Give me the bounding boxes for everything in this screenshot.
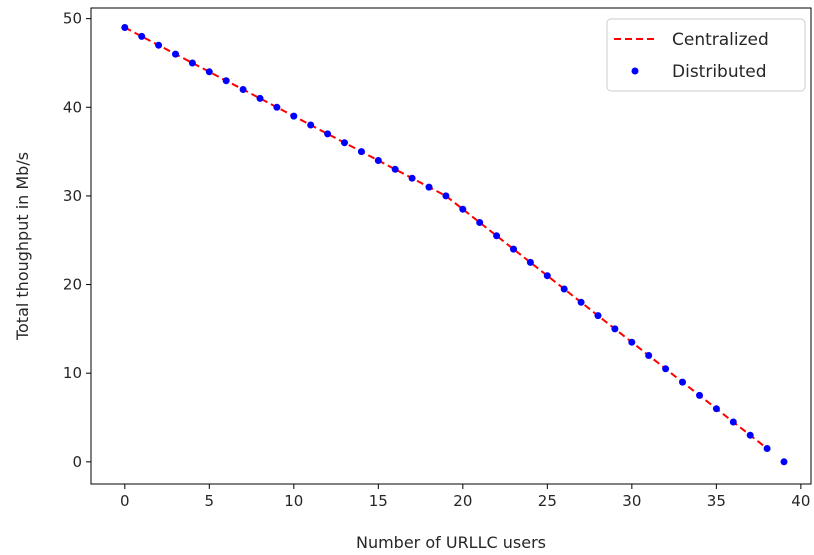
y-tick-label: 40 <box>63 98 82 116</box>
y-tick-label: 20 <box>63 276 82 294</box>
data-point-distributed <box>594 312 602 320</box>
data-point-distributed <box>577 298 585 306</box>
y-tick-label: 30 <box>63 187 82 205</box>
data-point-distributed <box>780 458 788 466</box>
legend-swatch-distributed <box>631 67 639 75</box>
legend: Centralized Distributed <box>606 18 806 92</box>
data-point-distributed <box>476 219 484 226</box>
data-point-distributed <box>526 258 534 266</box>
data-point-distributed <box>341 139 348 147</box>
x-tick-label: 0 <box>120 492 130 510</box>
data-point-distributed <box>442 192 450 200</box>
legend-box <box>606 18 806 92</box>
data-point-distributed <box>560 285 568 293</box>
data-point-distributed <box>696 391 703 399</box>
data-point-distributed <box>256 94 264 102</box>
data-point-distributed <box>746 431 754 439</box>
plot-frame <box>90 7 812 485</box>
legend-label-centralized: Centralized <box>672 30 769 50</box>
data-point-distributed <box>645 352 653 359</box>
legend-label-distributed: Distributed <box>672 62 767 82</box>
data-point-distributed <box>273 103 281 111</box>
data-point-distributed <box>239 86 247 93</box>
data-point-distributed <box>679 378 686 386</box>
data-point-distributed <box>138 32 146 40</box>
y-tick-label: 10 <box>63 364 82 382</box>
x-axis-label: Number of URLLC users <box>356 533 546 552</box>
x-tick-label: 20 <box>453 492 472 510</box>
x-axis-ticks: 0 5 10 15 20 25 30 35 40 <box>120 484 810 510</box>
data-point-distributed <box>290 112 298 120</box>
data-point-distributed <box>172 50 179 58</box>
data-point-distributed <box>205 68 213 76</box>
data-point-distributed <box>324 130 332 138</box>
x-tick-label: 10 <box>284 492 303 510</box>
data-point-distributed <box>391 165 399 173</box>
x-tick-label: 40 <box>791 492 810 510</box>
data-point-distributed <box>307 121 315 129</box>
y-tick-label: 50 <box>63 10 82 28</box>
plot-content <box>121 24 788 466</box>
data-point-distributed <box>662 365 670 373</box>
data-point-distributed <box>121 24 129 31</box>
data-point-distributed <box>628 338 636 346</box>
data-point-distributed <box>543 272 551 280</box>
data-point-distributed <box>763 445 771 452</box>
x-tick-label: 30 <box>622 492 641 510</box>
data-point-distributed <box>712 405 720 413</box>
y-axis-label: Total thoughput in Mb/s <box>13 152 32 341</box>
x-tick-label: 35 <box>707 492 726 510</box>
data-point-distributed <box>493 232 501 240</box>
data-point-distributed <box>459 205 467 213</box>
x-tick-label: 15 <box>369 492 388 510</box>
data-point-distributed <box>188 59 196 67</box>
x-tick-label: 25 <box>538 492 557 510</box>
data-point-distributed <box>611 325 619 333</box>
y-tick-label: 0 <box>72 453 82 471</box>
data-point-distributed <box>425 183 433 191</box>
data-point-distributed <box>510 245 517 253</box>
data-point-distributed <box>155 41 163 49</box>
data-point-distributed <box>374 157 382 164</box>
data-point-distributed <box>408 174 416 182</box>
y-axis-ticks: 0 10 20 30 40 50 <box>63 10 91 471</box>
x-tick-label: 5 <box>205 492 215 510</box>
data-point-distributed <box>729 418 737 426</box>
data-point-distributed <box>357 148 365 156</box>
data-point-distributed <box>222 77 230 85</box>
